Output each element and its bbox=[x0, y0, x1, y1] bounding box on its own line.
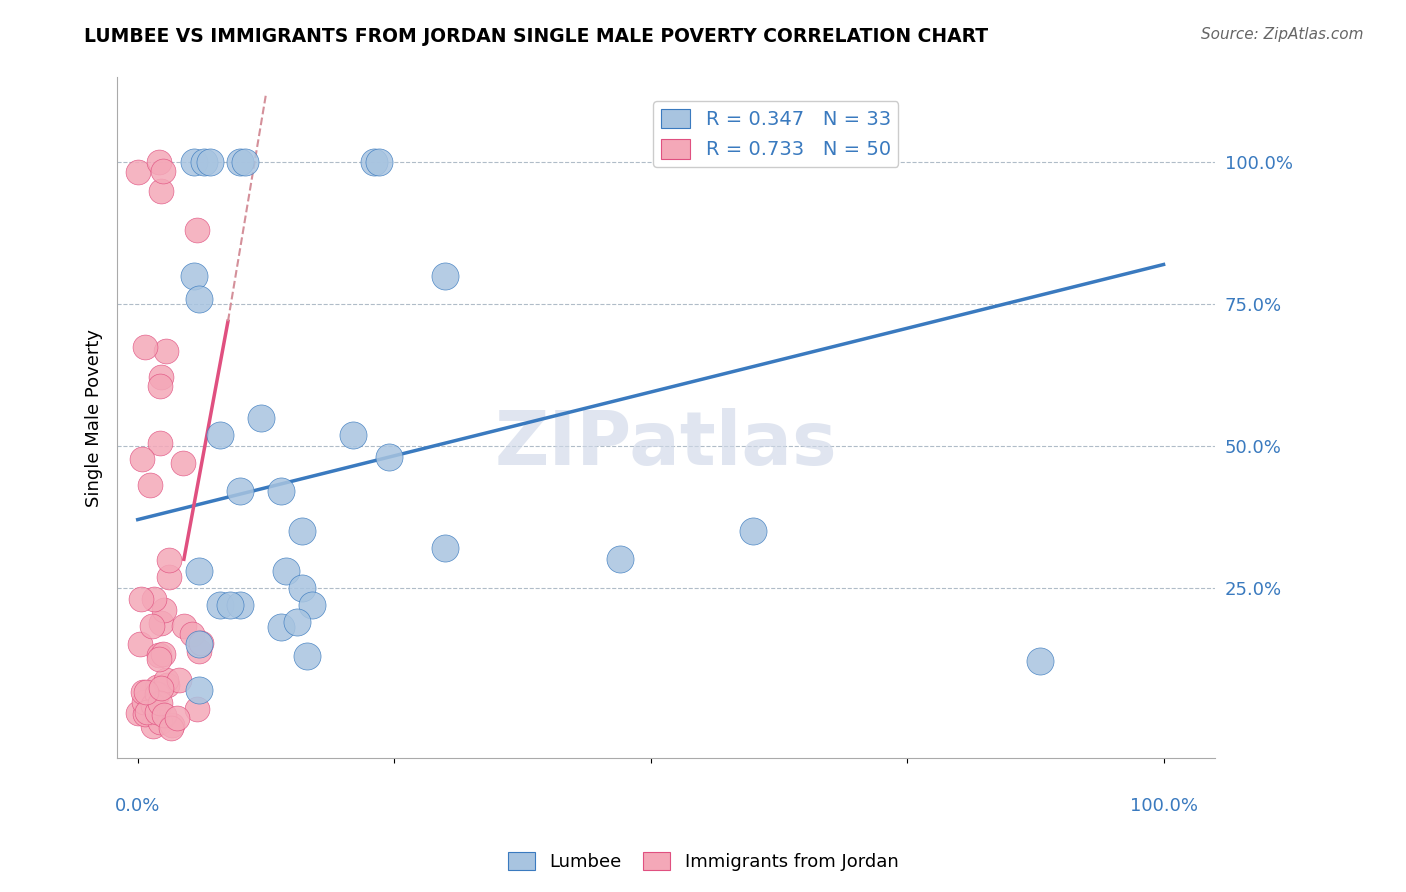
Point bbox=[134, 707, 156, 722]
Point bbox=[188, 682, 211, 697]
Point bbox=[180, 627, 202, 641]
Legend: Lumbee, Immigrants from Jordan: Lumbee, Immigrants from Jordan bbox=[501, 845, 905, 879]
Point bbox=[141, 619, 163, 633]
Point bbox=[434, 541, 457, 555]
Point bbox=[146, 705, 169, 719]
Point bbox=[149, 378, 172, 392]
Point bbox=[219, 598, 242, 612]
Point bbox=[235, 155, 257, 169]
Point bbox=[276, 564, 298, 578]
Point bbox=[434, 268, 457, 283]
Point bbox=[155, 673, 177, 687]
Point bbox=[173, 618, 195, 632]
Point bbox=[285, 615, 308, 629]
Point bbox=[149, 184, 172, 198]
Point bbox=[135, 685, 157, 699]
Point bbox=[132, 695, 155, 709]
Point bbox=[146, 680, 169, 694]
Point bbox=[153, 708, 176, 723]
Point bbox=[162, 718, 184, 732]
Point bbox=[157, 570, 180, 584]
Point bbox=[270, 620, 292, 634]
Text: Source: ZipAtlas.com: Source: ZipAtlas.com bbox=[1201, 27, 1364, 42]
Point bbox=[742, 524, 765, 538]
Point bbox=[367, 155, 389, 169]
Point bbox=[188, 292, 211, 306]
Point bbox=[134, 340, 156, 354]
Point bbox=[291, 524, 314, 538]
Point bbox=[167, 673, 190, 687]
Point bbox=[152, 647, 174, 661]
Point bbox=[149, 436, 172, 450]
Point bbox=[157, 553, 180, 567]
Point bbox=[131, 451, 153, 466]
Point bbox=[160, 721, 183, 735]
Point bbox=[229, 155, 252, 169]
Point bbox=[208, 598, 231, 612]
Point bbox=[609, 552, 631, 566]
Point bbox=[143, 592, 166, 607]
Point bbox=[156, 677, 179, 691]
Point bbox=[148, 155, 170, 169]
Y-axis label: Single Male Poverty: Single Male Poverty bbox=[86, 328, 103, 507]
Text: ZIPatlas: ZIPatlas bbox=[495, 409, 838, 482]
Point bbox=[270, 484, 292, 499]
Legend: R = 0.347   N = 33, R = 0.733   N = 50: R = 0.347 N = 33, R = 0.733 N = 50 bbox=[654, 101, 898, 167]
Point bbox=[166, 711, 188, 725]
Point bbox=[183, 155, 205, 169]
Point bbox=[153, 603, 176, 617]
Point bbox=[301, 598, 323, 612]
Point bbox=[142, 719, 165, 733]
Point bbox=[198, 155, 221, 169]
Point bbox=[188, 643, 211, 657]
Point bbox=[363, 155, 385, 169]
Point bbox=[150, 370, 173, 384]
Point bbox=[342, 427, 364, 442]
Point bbox=[135, 705, 157, 719]
Point bbox=[295, 648, 318, 663]
Point bbox=[188, 637, 211, 651]
Point bbox=[155, 343, 177, 358]
Point bbox=[152, 164, 174, 178]
Point bbox=[149, 715, 172, 730]
Point bbox=[229, 598, 252, 612]
Point bbox=[188, 564, 211, 578]
Point bbox=[249, 410, 271, 425]
Point bbox=[127, 706, 149, 720]
Point bbox=[129, 592, 152, 607]
Point bbox=[138, 477, 160, 491]
Point bbox=[149, 696, 172, 710]
Text: LUMBEE VS IMMIGRANTS FROM JORDAN SINGLE MALE POVERTY CORRELATION CHART: LUMBEE VS IMMIGRANTS FROM JORDAN SINGLE … bbox=[84, 27, 988, 45]
Point bbox=[208, 427, 231, 442]
Text: 0.0%: 0.0% bbox=[115, 797, 160, 814]
Point bbox=[150, 681, 173, 696]
Point bbox=[172, 456, 194, 470]
Point bbox=[148, 648, 170, 662]
Point bbox=[291, 581, 314, 595]
Point bbox=[150, 615, 173, 630]
Point bbox=[142, 698, 165, 712]
Point bbox=[1029, 654, 1052, 668]
Point bbox=[148, 651, 170, 665]
Point bbox=[183, 268, 205, 283]
Text: 100.0%: 100.0% bbox=[1129, 797, 1198, 814]
Point bbox=[229, 484, 252, 499]
Point bbox=[193, 155, 215, 169]
Point bbox=[145, 687, 167, 701]
Point bbox=[186, 701, 208, 715]
Point bbox=[129, 637, 152, 651]
Point bbox=[378, 450, 401, 465]
Point bbox=[186, 223, 208, 237]
Point bbox=[190, 635, 212, 649]
Point bbox=[132, 685, 155, 699]
Point bbox=[127, 165, 149, 179]
